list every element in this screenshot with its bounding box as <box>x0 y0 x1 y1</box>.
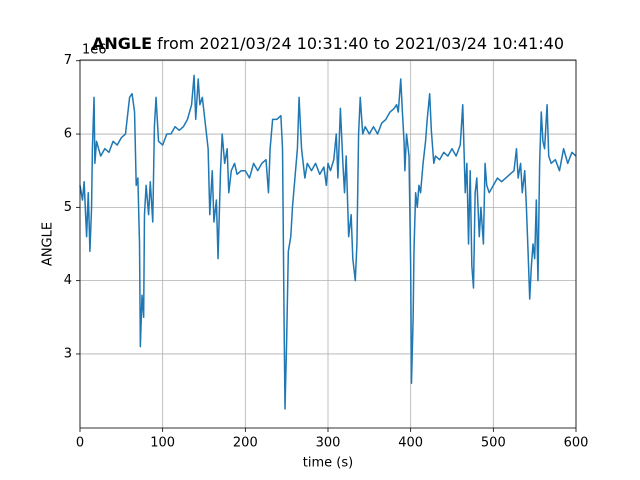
x-tick-label: 100 <box>150 436 175 451</box>
y-tick-label: 5 <box>64 200 72 215</box>
chart-title-bold: ANGLE <box>92 34 152 53</box>
x-tick-label: 400 <box>398 436 423 451</box>
x-tick-label: 0 <box>76 436 84 451</box>
y-tick-label: 7 <box>64 53 72 68</box>
x-tick-label: 500 <box>481 436 506 451</box>
data-line <box>79 74 577 410</box>
plot-frame <box>79 59 577 429</box>
y-tick-label: 6 <box>64 127 72 142</box>
y-tick-label: 4 <box>64 273 72 288</box>
y-axis-label: ANGLE <box>41 222 56 266</box>
x-axis-label: time (s) <box>303 456 353 471</box>
y-tick-label: 3 <box>64 346 72 361</box>
x-tick-label: 600 <box>564 436 589 451</box>
y-offset-label: 1e6 <box>82 43 107 58</box>
x-tick-label: 200 <box>233 436 258 451</box>
chart-title: ANGLE from 2021/03/24 10:31:40 to 2021/0… <box>92 34 564 53</box>
chart-title-text: from 2021/03/24 10:31:40 to 2021/03/24 1… <box>157 34 564 53</box>
x-tick-label: 300 <box>316 436 341 451</box>
